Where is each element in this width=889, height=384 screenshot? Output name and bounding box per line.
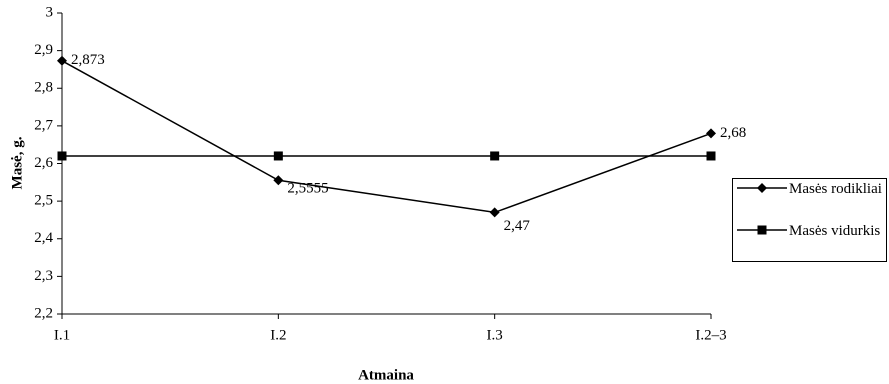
y-tick-label: 2,8 <box>34 80 53 96</box>
marker <box>489 207 500 218</box>
series-line <box>61 60 712 214</box>
legend-item: Masės vidurkis <box>733 221 885 263</box>
marker <box>273 151 283 161</box>
legend-item: Masės rodikliai <box>733 179 885 221</box>
x-axis-title: Atmaina <box>358 367 414 383</box>
data-label: 2,68 <box>720 125 746 141</box>
marker <box>57 151 67 161</box>
x-tick-label: I.1 <box>54 327 70 343</box>
legend-icon <box>737 225 787 235</box>
x-tick-label: I.2–3 <box>695 327 726 343</box>
y-tick-label: 2,7 <box>34 117 53 133</box>
x-tick-label: I.2 <box>270 327 286 343</box>
data-label: 2,873 <box>71 52 105 68</box>
y-tick-label: 2,6 <box>34 155 53 171</box>
data-label: 2,47 <box>504 218 531 234</box>
y-tick-label: 2,2 <box>34 305 53 321</box>
legend: Masės rodikliai Masės vidurkis <box>732 178 887 262</box>
data-label: 2,5555 <box>287 181 328 197</box>
marker <box>757 225 767 235</box>
y-tick-label: 2,5 <box>34 193 53 209</box>
y-axis-title: Masė, g. <box>9 136 25 189</box>
y-tick-label: 3 <box>46 4 54 20</box>
y-tick-label: 2,3 <box>34 268 53 284</box>
y-tick-label: 2,9 <box>34 42 53 58</box>
legend-label: Masės rodikliai <box>789 181 882 197</box>
x-tick-label: I.3 <box>487 327 503 343</box>
legend-icon <box>737 183 787 193</box>
marker <box>57 55 67 66</box>
y-tick-label: 2,4 <box>34 230 53 246</box>
marker <box>706 151 716 161</box>
marker <box>706 128 716 139</box>
marker <box>757 183 767 193</box>
marker <box>273 175 284 186</box>
legend-label: Masės vidurkis <box>789 223 881 239</box>
marker <box>490 151 500 161</box>
